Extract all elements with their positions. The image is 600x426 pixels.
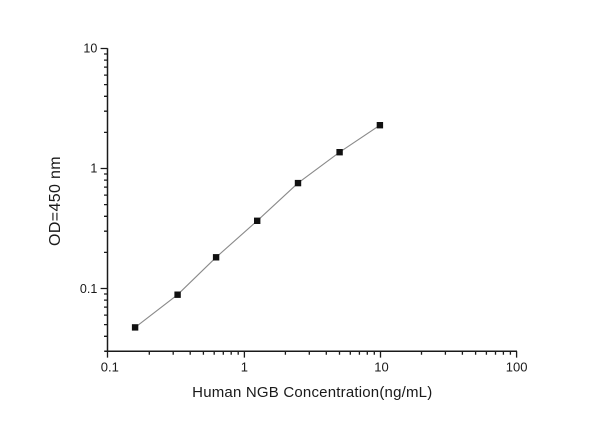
svg-text:Human NGB Concentration(ng/mL): Human NGB Concentration(ng/mL) — [192, 384, 432, 401]
svg-text:10: 10 — [83, 42, 97, 56]
svg-text:0.1: 0.1 — [101, 360, 119, 375]
svg-text:OD=450 nm: OD=450 nm — [47, 156, 64, 246]
svg-text:100: 100 — [506, 360, 528, 375]
svg-text:1: 1 — [90, 162, 97, 176]
svg-text:10: 10 — [374, 360, 388, 375]
svg-text:0.1: 0.1 — [80, 282, 97, 296]
svg-text:1: 1 — [241, 360, 248, 375]
